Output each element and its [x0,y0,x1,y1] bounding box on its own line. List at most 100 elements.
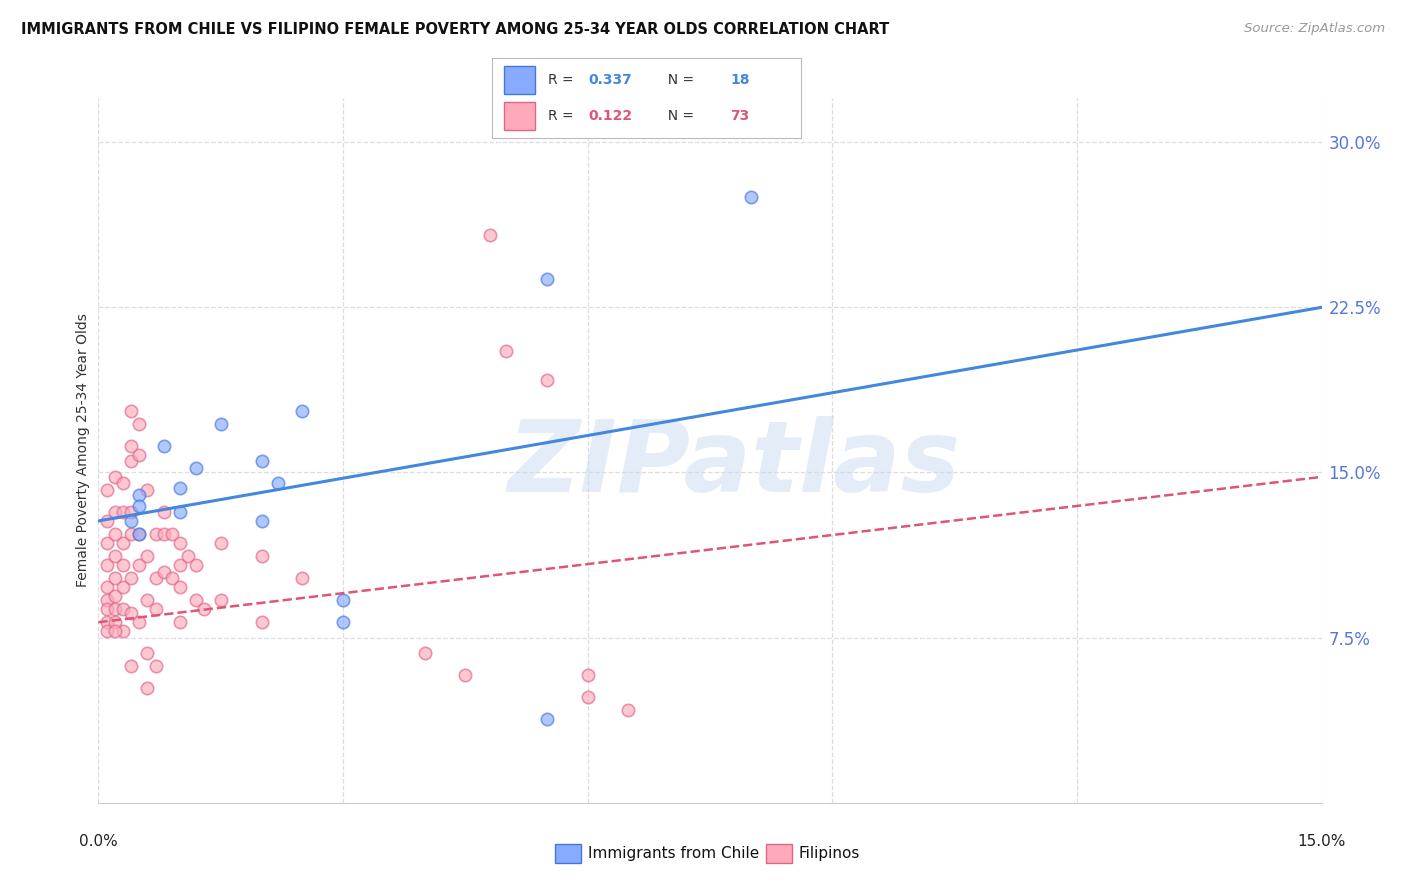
Point [145,571,167,585]
Point [120,659,142,673]
Point [136,483,159,497]
Point [128,527,150,541]
Point [111,624,134,638]
Point [96,602,118,616]
Point [136,549,159,564]
Point [96,580,118,594]
Point [120,439,142,453]
Text: IMMIGRANTS FROM CHILE VS FILIPINO FEMALE POVERTY AMONG 25-34 YEAR OLDS CORRELATI: IMMIGRANTS FROM CHILE VS FILIPINO FEMALE… [21,22,890,37]
Point [120,571,142,585]
Point [152,565,174,579]
Point [536,271,558,285]
Text: 15.0%: 15.0% [1298,834,1346,849]
Point [209,593,232,607]
Point [96,483,118,497]
Point [96,514,118,528]
Point [576,668,599,682]
Point [536,373,558,387]
Point [617,703,640,717]
Point [104,549,127,564]
Point [104,624,127,638]
Point [96,558,118,572]
Point [169,558,191,572]
Point [111,602,134,616]
Point [104,589,127,603]
Point [120,607,142,621]
Point [186,593,208,607]
Point [186,461,208,475]
Text: ZIPatlas: ZIPatlas [508,416,962,513]
Point [169,615,191,630]
Text: R =: R = [548,109,578,123]
Point [250,549,273,564]
Text: 0.0%: 0.0% [79,834,118,849]
Point [104,571,127,585]
Point [128,527,150,541]
Point [128,615,150,630]
Point [128,558,150,572]
Text: 73: 73 [730,109,749,123]
Point [136,593,159,607]
Point [111,536,134,550]
Point [96,593,118,607]
Point [177,549,200,564]
Point [152,527,174,541]
Text: N =: N = [659,109,699,123]
Point [413,646,436,660]
Point [128,487,150,501]
Point [186,558,208,572]
Text: Immigrants from Chile: Immigrants from Chile [588,847,759,861]
Text: Source: ZipAtlas.com: Source: ZipAtlas.com [1244,22,1385,36]
Point [96,536,118,550]
Point [104,527,127,541]
Point [291,404,314,418]
Point [160,571,183,585]
Point [209,417,232,431]
Point [145,527,167,541]
Point [250,514,273,528]
Point [169,580,191,594]
Point [209,536,232,550]
Point [152,439,174,453]
Point [111,505,134,519]
Point [128,448,150,462]
Point [169,536,191,550]
Text: Filipinos: Filipinos [799,847,860,861]
Point [128,417,150,431]
Point [291,571,314,585]
Text: 0.337: 0.337 [588,73,631,87]
Point [104,602,127,616]
Point [104,505,127,519]
Y-axis label: Female Poverty Among 25-34 Year Olds: Female Poverty Among 25-34 Year Olds [76,313,90,588]
Point [111,558,134,572]
Point [193,602,215,616]
Point [120,404,142,418]
Point [136,646,159,660]
Point [145,602,167,616]
Point [120,514,142,528]
Text: R =: R = [548,73,578,87]
Point [250,615,273,630]
Text: 18: 18 [730,73,749,87]
Point [128,499,150,513]
Point [136,681,159,696]
Bar [505,103,536,130]
Point [536,712,558,726]
Point [495,344,517,359]
Point [104,470,127,484]
Point [120,527,142,541]
Point [120,454,142,468]
Point [104,615,127,630]
Point [160,527,183,541]
Point [478,227,501,242]
Point [576,690,599,705]
Point [332,593,354,607]
Point [250,454,273,468]
Point [169,505,191,519]
Bar [505,66,536,95]
Point [111,580,134,594]
Point [740,190,762,204]
Point [96,615,118,630]
Point [169,481,191,495]
Point [332,615,354,630]
